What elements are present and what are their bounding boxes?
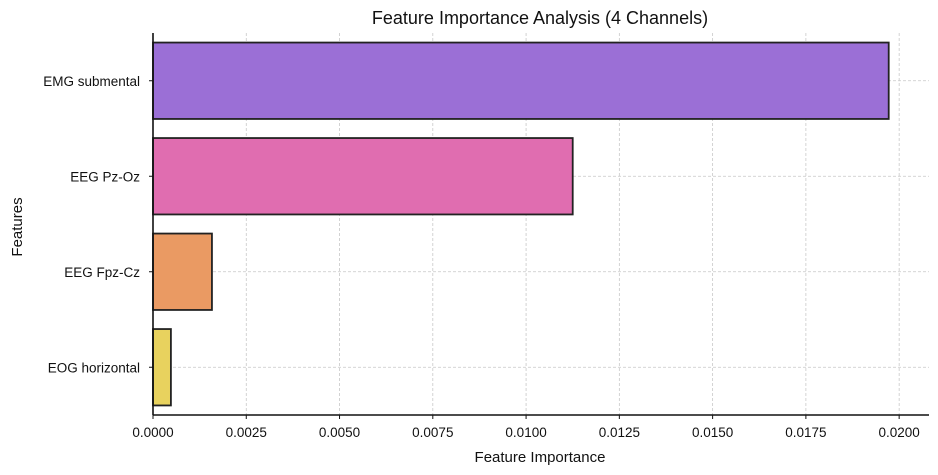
x-tick-label: 0.0100 [505,425,546,440]
bar-eeg-fpz-cz [152,232,213,311]
x-tick-label: 0.0150 [692,425,733,440]
y-tick-label: EOG horizontal [48,360,140,375]
y-tick-label: EEG Fpz-Cz [64,265,140,280]
y-tick-label: EEG Pz-Oz [70,169,140,184]
bar-eeg-pz-oz [152,137,574,216]
y-axis-label: Features [9,197,26,256]
x-axis-label: Feature Importance [475,449,606,466]
x-tick-label: 0.0125 [599,425,640,440]
x-tick-label: 0.0075 [412,425,453,440]
chart-title: Feature Importance Analysis (4 Channels) [372,8,708,28]
x-tick-label: 0.0050 [319,425,360,440]
x-tick-label: 0.0000 [132,425,173,440]
bar-eog-horizontal [152,328,172,407]
y-tick-label: EMG submental [43,74,140,89]
x-tick-label: 0.0200 [879,425,920,440]
x-tick-label: 0.0025 [226,425,267,440]
bar-emg-submental [152,41,890,120]
axis-layer: 0.0000 0.0025 0.0050 0.0075 0.0100 0.0125 0.01… [43,33,929,440]
bar-layer [152,41,890,407]
x-tick-label: 0.0175 [785,425,826,440]
